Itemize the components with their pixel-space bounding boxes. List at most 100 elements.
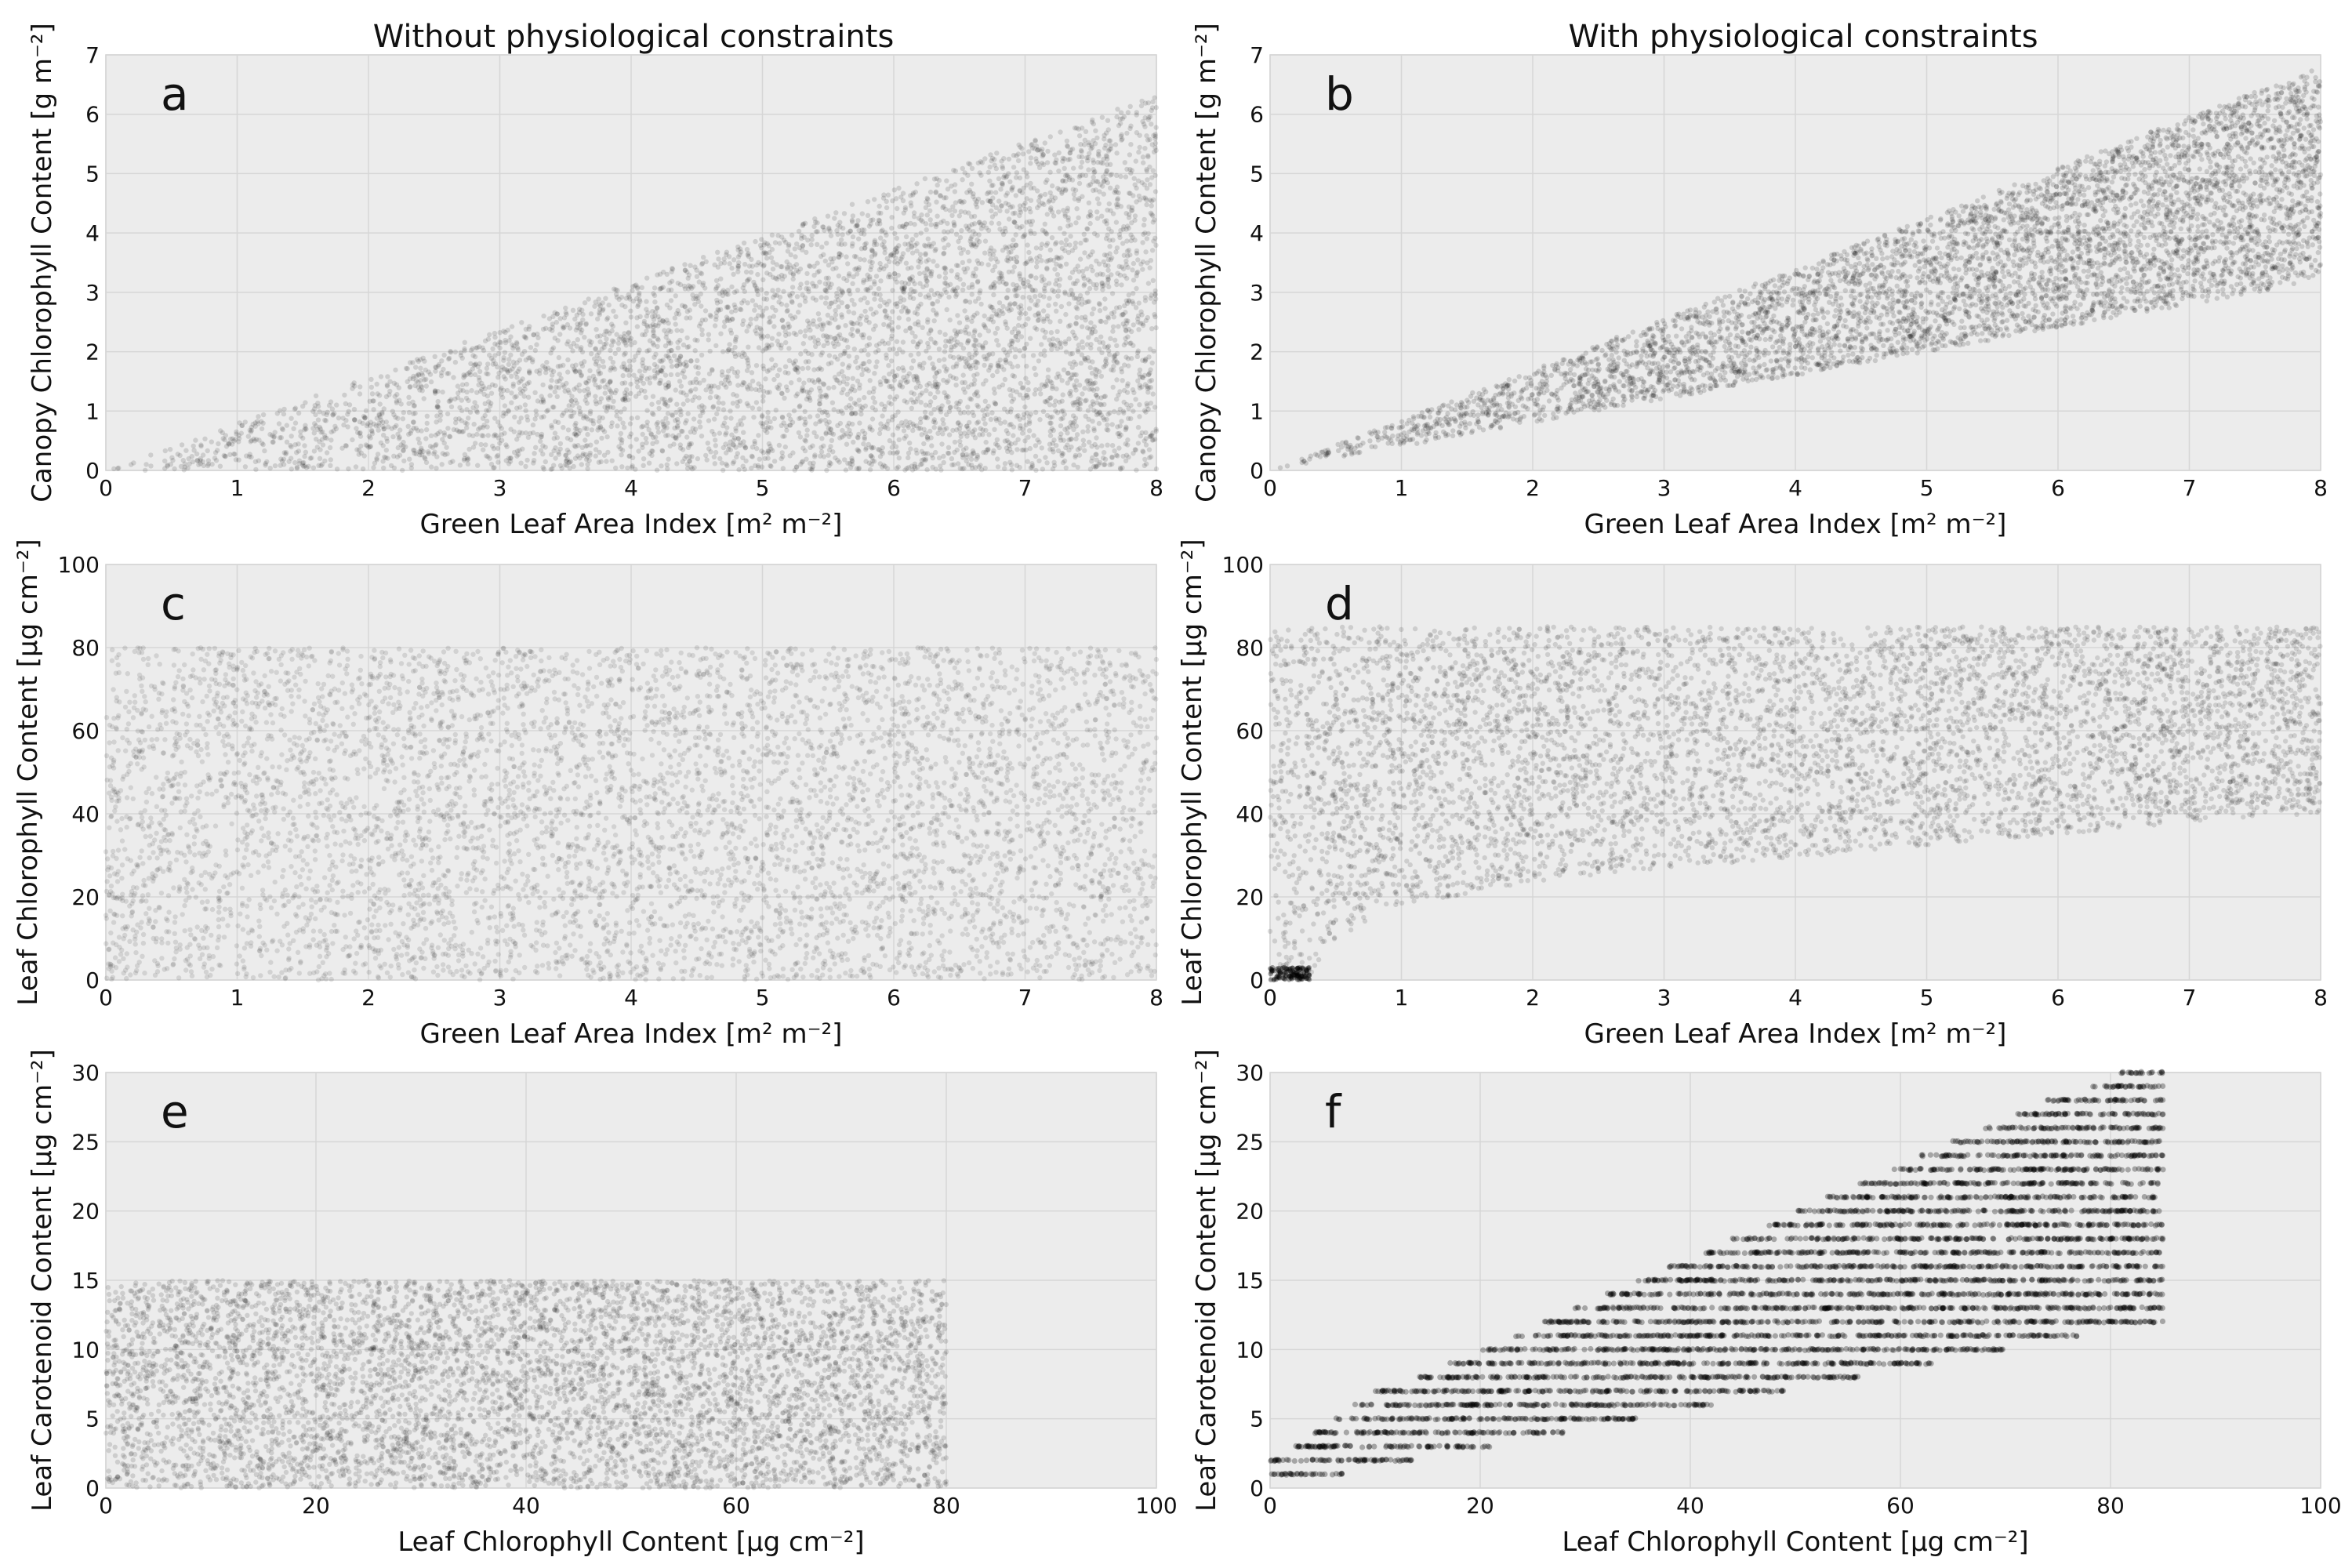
data-point <box>683 420 688 426</box>
data-point <box>540 382 546 388</box>
data-point <box>1023 310 1029 317</box>
data-point <box>584 443 590 448</box>
data-point <box>986 432 992 437</box>
data-point <box>934 176 939 182</box>
data-point <box>1129 168 1135 173</box>
data-point <box>1007 301 1013 307</box>
data-point <box>735 265 741 271</box>
data-point <box>394 454 401 459</box>
data-point <box>1063 261 1069 267</box>
y-tick-label: 0 <box>85 458 100 484</box>
data-point <box>793 393 799 399</box>
y-tick-label: 3 <box>85 280 100 306</box>
data-point <box>400 416 406 422</box>
data-point <box>724 384 729 390</box>
data-point <box>815 311 822 317</box>
data-point <box>1043 180 1049 185</box>
data-point <box>589 339 594 345</box>
data-point <box>867 424 873 430</box>
data-point <box>1134 467 1139 473</box>
data-point <box>583 452 589 457</box>
data-point <box>949 183 954 189</box>
data-point <box>507 368 513 373</box>
data-point <box>143 467 148 474</box>
data-point <box>943 338 949 344</box>
data-point <box>890 288 895 293</box>
data-point <box>630 298 637 304</box>
data-point <box>539 394 544 399</box>
data-point <box>1058 240 1065 245</box>
data-point <box>1037 253 1043 259</box>
data-point <box>510 383 516 389</box>
data-point <box>1011 264 1018 270</box>
data-point <box>988 362 994 368</box>
data-point <box>587 411 593 416</box>
data-point <box>1102 306 1108 311</box>
data-point <box>517 419 522 425</box>
data-point <box>957 466 964 471</box>
data-point <box>796 228 802 234</box>
data-point <box>579 345 584 350</box>
data-point <box>752 438 757 445</box>
data-point <box>270 433 275 438</box>
data-point <box>1011 433 1016 438</box>
data-point <box>408 383 413 390</box>
data-point <box>659 358 664 364</box>
data-point <box>1098 334 1104 339</box>
data-point <box>1040 466 1046 472</box>
data-point <box>1089 331 1094 336</box>
data-point <box>1093 128 1098 133</box>
data-point <box>988 416 994 423</box>
data-point <box>780 466 786 471</box>
data-point <box>975 360 981 366</box>
data-point <box>1044 230 1049 236</box>
data-point <box>260 441 266 448</box>
data-point <box>773 307 779 314</box>
data-point <box>405 423 411 429</box>
data-point <box>1018 144 1023 150</box>
data-point <box>686 272 692 278</box>
data-point <box>855 365 861 371</box>
data-point <box>975 402 980 408</box>
data-point <box>1145 260 1150 266</box>
data-point <box>865 199 871 205</box>
data-point <box>762 240 768 245</box>
data-point <box>1069 292 1076 298</box>
data-point <box>740 463 746 469</box>
data-point <box>647 338 653 343</box>
data-point <box>618 436 623 441</box>
data-point <box>352 383 358 389</box>
data-point <box>978 426 983 431</box>
data-point <box>1055 293 1061 299</box>
data-point <box>217 463 223 469</box>
data-point <box>270 439 275 445</box>
data-point <box>289 416 294 421</box>
data-point <box>1134 250 1140 256</box>
data-point <box>1009 467 1015 473</box>
data-point <box>698 413 703 419</box>
data-point <box>1105 232 1110 238</box>
data-point <box>477 377 482 383</box>
data-point <box>1135 348 1142 354</box>
data-point <box>954 331 960 336</box>
data-point <box>965 405 971 410</box>
data-point <box>1028 230 1034 236</box>
data-point <box>792 246 797 252</box>
data-point <box>916 264 921 270</box>
data-point <box>921 361 927 366</box>
data-point <box>779 272 785 278</box>
data-point <box>369 391 376 397</box>
data-point <box>1033 443 1039 448</box>
data-point <box>260 420 266 426</box>
data-point <box>883 230 888 235</box>
data-point <box>1075 349 1081 354</box>
data-point <box>1146 354 1152 360</box>
data-point <box>1089 459 1094 464</box>
data-point <box>593 299 598 305</box>
data-point <box>1090 399 1095 405</box>
data-point <box>1047 169 1053 175</box>
data-point <box>1088 404 1094 409</box>
data-point <box>910 427 916 434</box>
data-point <box>1026 249 1032 256</box>
data-point <box>977 220 982 225</box>
